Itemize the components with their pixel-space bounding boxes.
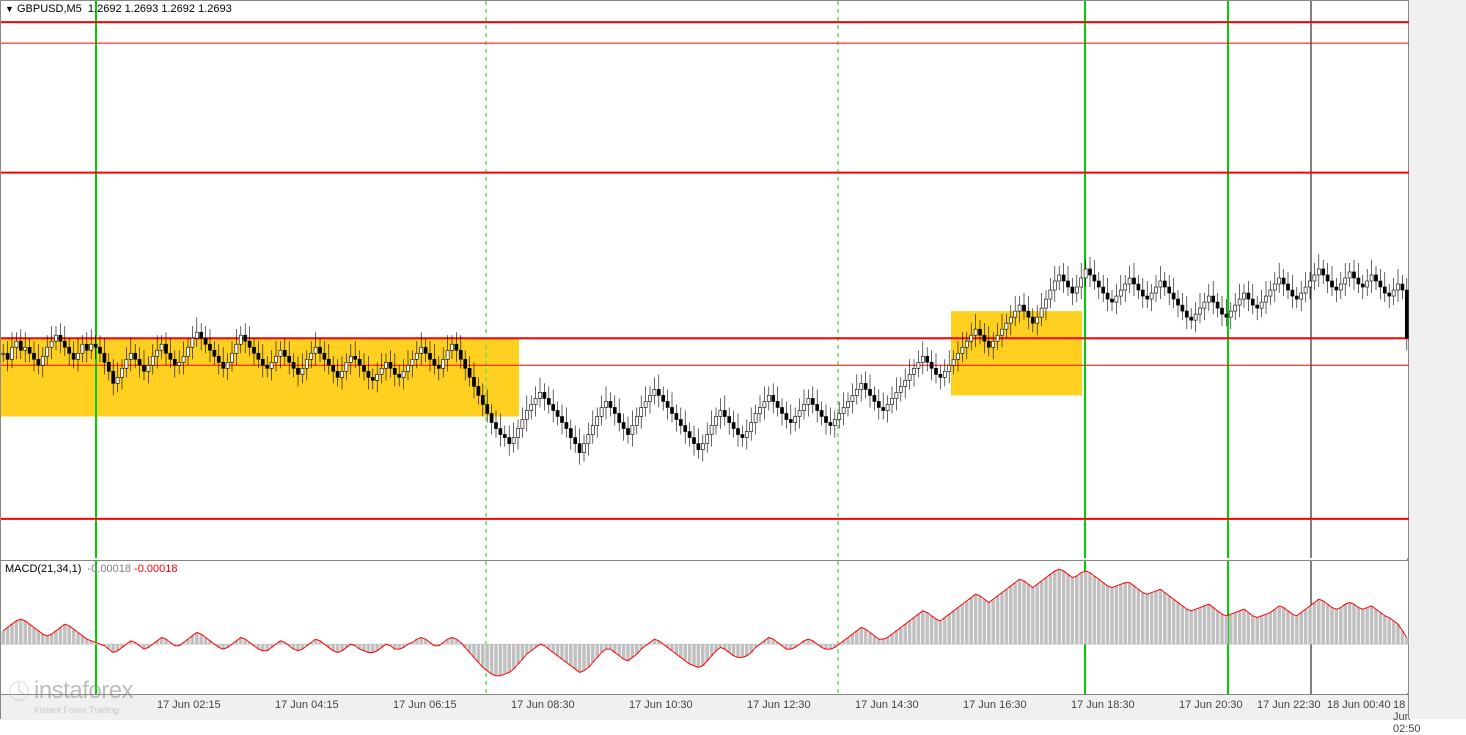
time-tick: 17 Jun 14:30 [855,699,919,711]
time-tick: 17 Jun 18:30 [1071,699,1135,711]
time-tick: 17 Jun 10:30 [629,699,693,711]
macd-val1: -0.00018 [88,563,131,575]
y-axis: 1.27711.27511.27311.27111.26911.26711.26… [1408,0,1466,719]
watermark-icon [8,680,30,702]
ohlc-open: 1.2692 [88,3,122,15]
macd-histogram [1,561,1409,694]
watermark: instaforex Instant Forex Trading [8,677,133,715]
macd-val2: -0.00018 [134,563,177,575]
time-tick: 17 Jun 06:15 [393,699,457,711]
price-panel[interactable]: ▼ GBPUSD,M5 1.2692 1.2693 1.2692 1.2693 [1,1,1409,558]
ohlc-close: 1.2693 [198,3,232,15]
macd-panel[interactable]: MACD(21,34,1) -0.00018 -0.00018 [1,560,1409,693]
price-candles [1,1,1409,558]
macd-header: MACD(21,34,1) -0.00018 -0.00018 [5,563,177,575]
watermark-tagline: Instant Forex Trading [34,705,133,715]
time-tick: 17 Jun 02:15 [157,699,221,711]
time-tick: 17 Jun 20:30 [1179,699,1243,711]
time-tick: 17 Jun 08:30 [511,699,575,711]
ohlc-high: 1.2693 [125,3,159,15]
chart-header: ▼ GBPUSD,M5 1.2692 1.2693 1.2692 1.2693 [5,3,232,15]
time-tick: 17 Jun 22:30 [1257,699,1321,711]
time-axis: 17 Jun 02:15 17 Jun 04:15 17 Jun 06:15 17 J… [1,694,1409,720]
time-tick: 17 Jun 12:30 [747,699,811,711]
dropdown-icon: ▼ [5,4,14,14]
symbol-label: GBPUSD [17,3,63,15]
timeframe-label: M5 [67,3,82,15]
time-tick: 17 Jun 04:15 [275,699,339,711]
macd-name: MACD(21,34,1) [5,563,81,575]
time-tick: 18 Jun 00:40 [1327,699,1391,711]
time-tick: 17 Jun 16:30 [963,699,1027,711]
chart-container: ▼ GBPUSD,M5 1.2692 1.2693 1.2692 1.2693 … [0,0,1408,719]
watermark-brand: instaforex [34,677,133,705]
ohlc-low: 1.2692 [161,3,195,15]
